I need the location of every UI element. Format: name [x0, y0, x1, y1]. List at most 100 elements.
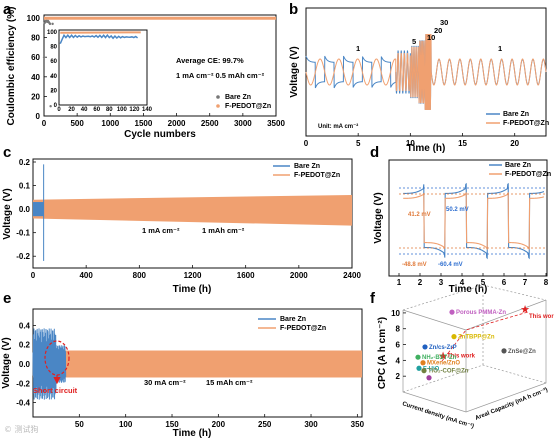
series-bare-zn-highrate [32, 328, 67, 400]
x-tick-label: 400 [79, 271, 93, 280]
x-tick-label: 2 [418, 278, 423, 287]
panel-b: b 0 5 10 15 20 Voltage (V) Time (h) 1 5 10 2… [289, 1, 549, 154]
x-tick-label: 1600 [237, 271, 255, 280]
point-star: ★ [520, 304, 530, 316]
panel-c: c 0.2 0.1 0.0 -0.1 -0.2 0 400 800 1200 1600 2000 2… [2, 144, 361, 295]
x-tick-label: 5 [481, 278, 486, 287]
x-tick-label: 150 [165, 420, 179, 429]
panel-b-series [305, 33, 547, 111]
panel-d-frame [388, 159, 548, 277]
x-tick-label: 2500 [201, 119, 219, 128]
x-tick-label: 1200 [184, 271, 202, 280]
panel-b-seg-label-1b: 1 [498, 44, 502, 53]
x-tick-label: 10 [406, 139, 415, 148]
panel-d-ann-604: -60.4 mV [438, 262, 463, 268]
point-marker [451, 334, 457, 340]
inset-y-tick: 80 [50, 45, 57, 51]
y-tick-label: 0.4 [19, 321, 31, 330]
panel-c-annotation-capacity: 1 mAh cm⁻² [202, 226, 245, 235]
y-tick-label: -0.4 [16, 399, 30, 408]
y-tick-label: 0.2 [19, 158, 31, 167]
panel-f-box [402, 284, 547, 413]
x-tick-label: 2400 [343, 271, 361, 280]
point-label: This work [529, 314, 554, 320]
panel-e-x-ticks: 50 100 150 200 250 300 350 [75, 414, 365, 429]
point-bare-zn [49, 105, 52, 108]
x-tick-label: 800 [133, 271, 147, 280]
panel-b-y-label: Voltage (V) [289, 46, 300, 97]
x-tick-label: 1 [397, 278, 402, 287]
point-marker [449, 309, 455, 315]
panel-e-legend: Bare Zn F-PEDOT@Zn [258, 316, 326, 332]
panel-f-red-guide [441, 311, 529, 362]
point-label: F-UiO [423, 366, 440, 372]
point-label: ZnTBPP@Zn [458, 335, 495, 341]
x-tick-label: 200 [212, 420, 226, 429]
panel-label-f: f [370, 290, 376, 307]
inset-y-tick: 0 [54, 103, 58, 109]
point-label: This work [447, 354, 476, 360]
y-tick-label: 10 [391, 309, 400, 318]
panel-d-x-ticks: 1 2 3 4 5 6 7 8 [397, 273, 549, 287]
panel-a-inset-frame [58, 29, 148, 106]
inset-x-tick: 0 [57, 107, 61, 113]
y-tick-label: -0.2 [16, 379, 30, 388]
y-tick-label: 60 [31, 53, 40, 62]
legend-d-pedot: F-PEDOT@Zn [505, 171, 551, 178]
x-tick-label: 500 [70, 119, 84, 128]
panel-a-x-ticks: 0 500 1000 1500 2000 2500 3000 3500 [42, 113, 285, 128]
x-tick-label: 8 [544, 278, 549, 287]
x-tick-label: 350 [351, 420, 365, 429]
x-tick-label: 15 [458, 139, 467, 148]
panel-f-x-label: Current density (mA cm⁻²) [401, 400, 474, 430]
panel-b-seg-label-5: 5 [412, 37, 416, 46]
x-tick-label: 0 [42, 119, 47, 128]
panel-a-frame [43, 14, 277, 117]
inset-x-tick: 100 [117, 107, 128, 113]
panel-b-seg-label-20: 20 [434, 26, 442, 35]
legend-e-pedot: F-PEDOT@Zn [280, 325, 326, 332]
x-tick-label: 6 [502, 278, 507, 287]
panel-d-ann-502: 50.2 mV [446, 207, 469, 213]
x-tick-label: 3500 [267, 119, 285, 128]
x-tick-label: 1500 [135, 119, 153, 128]
y-tick-label: 0.2 [19, 341, 31, 350]
y-tick-label: 0.0 [19, 205, 31, 214]
y-tick-label: 0.1 [19, 182, 31, 191]
x-tick-label: 250 [258, 420, 272, 429]
series-f-pedot-highrate [33, 350, 362, 378]
panel-d-series [399, 182, 546, 260]
legend-c-pedot: F-PEDOT@Zn [294, 172, 340, 179]
y-tick-label: 20 [31, 92, 40, 101]
x-tick-label: 0 [31, 271, 36, 280]
panel-b-legend: Bare Zn F-PEDOT@Zn [486, 111, 549, 127]
x-tick-label: 2000 [290, 271, 308, 280]
x-tick-label: 5 [356, 139, 361, 148]
panel-b-seg-label-1: 1 [356, 44, 360, 53]
point-marker [501, 348, 507, 354]
panel-e-y-label: Voltage (V) [1, 337, 12, 388]
panel-f-points: ★This workPorous PMMA-ZnZnTBPP@ZnZnSe@Zn… [415, 304, 554, 381]
panel-f-y-ticks: 2 4 6 8 10 [391, 309, 406, 381]
panel-a-annotation-ce: Average CE: 99.7% [176, 56, 244, 65]
inset-x-tick: 80 [106, 107, 113, 113]
inset-y-tick: 20 [50, 88, 57, 94]
y-tick-label: 2 [396, 372, 401, 381]
x-tick-label: 3000 [234, 119, 252, 128]
y-tick-label: 4 [396, 356, 401, 365]
y-tick-label: 8 [396, 325, 401, 334]
point-bare-zn [51, 22, 54, 26]
y-tick-label: 0 [36, 112, 41, 121]
series-bare-zn-zoom [403, 182, 545, 260]
inset-x-tick: 40 [81, 107, 88, 113]
x-tick-label: 300 [304, 420, 318, 429]
x-tick-label: 50 [75, 420, 84, 429]
panel-b-x-ticks: 0 5 10 15 20 [304, 133, 520, 148]
series-bare-zn-cycling [33, 202, 44, 217]
point-marker [426, 375, 432, 381]
panel-d-ann-412: 41.2 mV [408, 212, 431, 218]
legend-b-pedot: F-PEDOT@Zn [503, 120, 549, 127]
panel-d-y-label: Voltage (V) [373, 192, 384, 243]
